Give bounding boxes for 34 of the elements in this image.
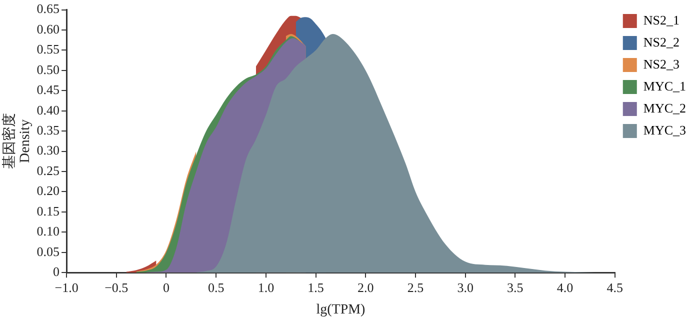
x-tick-label: 3.5 — [507, 280, 524, 295]
legend-label: NS2_3 — [643, 56, 680, 72]
x-tick-label: 0 — [162, 280, 170, 295]
legend-label: MYC_2 — [643, 100, 686, 116]
y-tick-label: 0.35 — [36, 122, 60, 138]
x-tick-label: 1.5 — [308, 280, 324, 295]
x-tick-label: 4.0 — [556, 280, 574, 295]
x-tick-label: 3.0 — [457, 280, 474, 295]
y-tick-label: 0.30 — [36, 142, 60, 158]
y-tick-label: 0.15 — [36, 203, 60, 218]
x-tick-label: 4.5 — [606, 280, 624, 295]
y-tick-label: 0.65 — [36, 1, 60, 16]
y-tick-label: 0.05 — [36, 244, 60, 259]
legend-label: NS2_1 — [643, 12, 680, 28]
legend-label: MYC_3 — [643, 122, 686, 138]
y-tick-label: 0.50 — [36, 62, 60, 77]
x-tick-label: 2.5 — [407, 280, 424, 295]
x-axis-title: lg(TPM) — [316, 302, 366, 318]
x-tick-label: 1.0 — [258, 280, 274, 295]
y-tick-label: 0.25 — [36, 162, 60, 178]
x-tick-label: 2.0 — [358, 280, 374, 295]
y-axis-title: 基因密度 Density — [1, 113, 33, 170]
y-tick-label: 0.20 — [36, 183, 60, 198]
y-tick-label: 0.10 — [36, 224, 60, 239]
x-tick-label: −0.5 — [104, 280, 128, 295]
legend-label: MYC_1 — [643, 78, 686, 94]
x-tick-label: 0.5 — [208, 280, 224, 295]
y-tick-label: 0.55 — [36, 42, 60, 57]
y-tick-label: 0 — [53, 264, 60, 280]
x-tick-label: −1.0 — [54, 280, 78, 295]
y-tick-label: 0.45 — [36, 82, 60, 98]
y-tick-label: 0.40 — [36, 102, 60, 118]
legend-label: NS2_2 — [643, 34, 680, 50]
y-tick-label: 0.60 — [36, 21, 60, 36]
